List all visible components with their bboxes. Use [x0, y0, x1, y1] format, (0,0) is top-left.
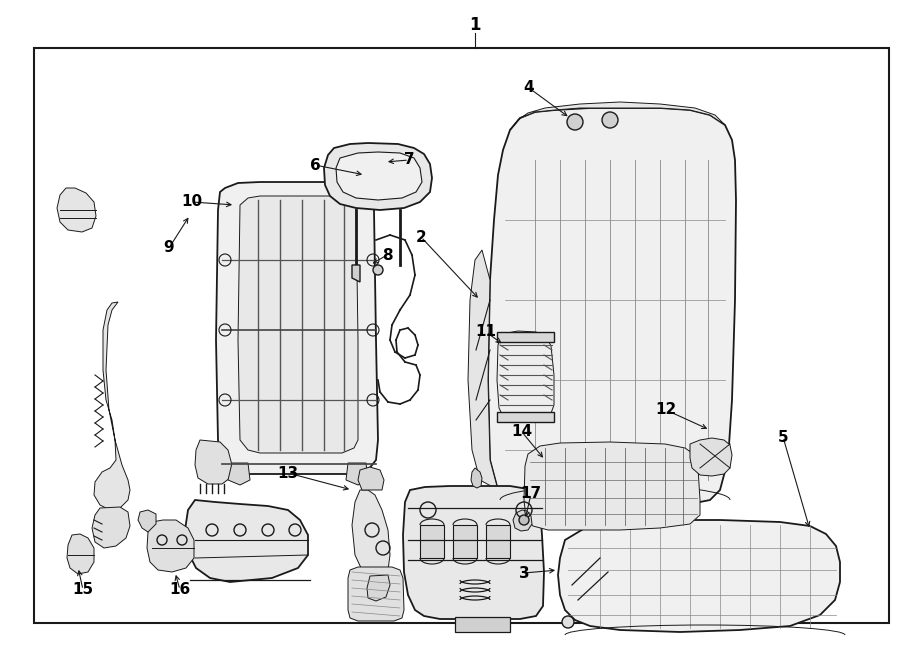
- Circle shape: [602, 112, 618, 128]
- Polygon shape: [497, 412, 554, 422]
- Text: 7: 7: [404, 153, 414, 167]
- Polygon shape: [471, 468, 482, 488]
- Polygon shape: [497, 332, 554, 342]
- Polygon shape: [367, 575, 390, 601]
- Polygon shape: [336, 152, 422, 200]
- Polygon shape: [216, 182, 378, 474]
- Circle shape: [562, 616, 574, 628]
- Text: 6: 6: [310, 157, 320, 173]
- Text: 14: 14: [511, 424, 533, 440]
- Bar: [34, 48, 889, 623]
- Polygon shape: [346, 463, 368, 485]
- Polygon shape: [497, 331, 554, 422]
- Text: 10: 10: [182, 194, 202, 210]
- Polygon shape: [138, 510, 156, 532]
- Polygon shape: [524, 442, 700, 530]
- Polygon shape: [403, 486, 544, 619]
- Polygon shape: [352, 490, 390, 578]
- Polygon shape: [67, 534, 94, 574]
- Polygon shape: [324, 143, 432, 210]
- Text: 4: 4: [524, 81, 535, 95]
- Circle shape: [567, 114, 583, 130]
- Text: 3: 3: [518, 566, 529, 580]
- Polygon shape: [558, 520, 840, 632]
- Text: 17: 17: [520, 486, 542, 502]
- Polygon shape: [510, 102, 725, 130]
- Polygon shape: [57, 188, 96, 232]
- Polygon shape: [94, 302, 130, 510]
- Polygon shape: [358, 467, 384, 490]
- Text: 1: 1: [469, 16, 481, 34]
- Polygon shape: [185, 500, 308, 582]
- Text: 12: 12: [655, 403, 677, 418]
- Polygon shape: [147, 520, 194, 572]
- Text: 13: 13: [277, 465, 299, 481]
- Text: 9: 9: [164, 241, 175, 256]
- Text: 16: 16: [169, 582, 191, 598]
- Text: 15: 15: [72, 582, 94, 598]
- Text: 11: 11: [475, 325, 497, 340]
- Text: 8: 8: [382, 247, 392, 262]
- Polygon shape: [238, 196, 358, 453]
- Polygon shape: [488, 108, 736, 506]
- Polygon shape: [468, 250, 498, 490]
- Polygon shape: [92, 507, 130, 548]
- Circle shape: [373, 265, 383, 275]
- Polygon shape: [453, 525, 477, 558]
- Polygon shape: [195, 440, 232, 484]
- Text: 5: 5: [778, 430, 788, 444]
- Polygon shape: [455, 617, 510, 632]
- Polygon shape: [348, 567, 404, 621]
- Polygon shape: [352, 265, 360, 282]
- Text: 2: 2: [416, 229, 427, 245]
- Polygon shape: [513, 510, 532, 531]
- Circle shape: [519, 515, 529, 525]
- Polygon shape: [486, 525, 510, 558]
- Polygon shape: [228, 463, 250, 485]
- Polygon shape: [420, 525, 444, 558]
- Polygon shape: [690, 438, 732, 476]
